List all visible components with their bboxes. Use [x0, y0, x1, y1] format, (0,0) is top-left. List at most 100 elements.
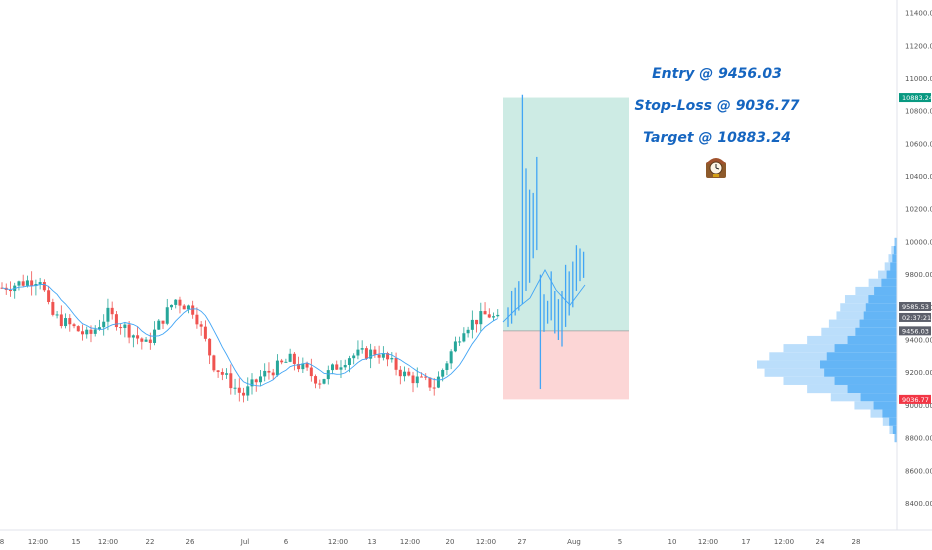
candle-body [76, 326, 80, 332]
x-tick-label: 27 [518, 538, 527, 546]
candle-body [119, 327, 123, 329]
candle-body [38, 282, 42, 285]
candle-body [59, 314, 63, 327]
y-tick-label: 10200.00 [905, 206, 932, 214]
x-tick-label: 15 [72, 538, 81, 546]
candle-body [30, 280, 34, 287]
price-tag [899, 394, 931, 404]
profile-bar-core [895, 237, 897, 247]
candle-body [369, 349, 373, 359]
candle-body [25, 280, 29, 286]
candle-body [165, 307, 169, 324]
candle-body [373, 349, 377, 355]
y-tick-label: 11200.00 [905, 42, 932, 50]
candle-body [242, 392, 246, 396]
candle-body [343, 365, 347, 368]
profile-bar-core [863, 311, 897, 320]
y-tick-label: 9400.00 [905, 337, 932, 345]
candle-body [186, 305, 190, 310]
y-tick-label: 10000.00 [905, 238, 932, 246]
candle-body [271, 372, 275, 376]
price-axis: 11400.00 11200.00 11000.00 10800.00 10600.00… [896, 0, 932, 530]
candle-body [470, 319, 474, 330]
x-tick-label: 12:00 [400, 538, 420, 546]
profile-bar-core [886, 270, 897, 279]
candle-body [233, 387, 237, 389]
y-tick-label: 8400.00 [905, 500, 932, 508]
candle-body [458, 341, 462, 343]
profile-bar-core [893, 246, 897, 255]
candle-body [106, 307, 110, 322]
candle-body [157, 320, 161, 330]
candle-body [386, 353, 390, 360]
candle-body [364, 348, 368, 359]
candle-body [68, 318, 72, 325]
candle-body [85, 329, 89, 335]
x-tick-label: 12:00 [698, 538, 718, 546]
candle-body [487, 314, 491, 318]
profile-bar-core [874, 286, 897, 296]
candle-body [21, 281, 25, 286]
candle-body [424, 376, 428, 378]
candle-body [347, 358, 351, 366]
candle-body [331, 364, 335, 371]
candle-body [432, 387, 436, 389]
target-annotation: Target @ 10883.24 [643, 130, 791, 146]
profile-bar-core [892, 254, 897, 263]
price-tag-label: 10883.24 [902, 94, 932, 102]
candle-body [72, 324, 76, 327]
candle-body [288, 353, 292, 362]
trade-annotations: Entry @ 9456.03 Stop-Loss @ 9036.77 Targ… [635, 66, 800, 146]
candle-body [339, 367, 343, 370]
candle-body [89, 329, 93, 334]
candle-body [174, 299, 178, 305]
forecast-average [502, 269, 586, 323]
x-tick-label: 12:00 [98, 538, 118, 546]
moving-average-line [1, 283, 499, 387]
price-tag-label: 02:37:21 [902, 314, 931, 322]
price-tag [899, 312, 931, 322]
candle-body [131, 335, 135, 338]
candle-body [140, 338, 144, 342]
candlesticks [0, 271, 500, 403]
profile-bar-core [847, 335, 897, 345]
candle-body [110, 307, 114, 315]
entry-annotation: Entry @ 9456.03 [652, 66, 782, 82]
candle-body [225, 373, 229, 375]
candle-body [144, 339, 148, 342]
candle-body [441, 369, 445, 377]
candle-body [297, 363, 301, 370]
profile-bar-core [855, 327, 897, 336]
candle-body [42, 282, 46, 291]
candle-body [246, 386, 250, 396]
candle-body [322, 379, 326, 384]
candle-body [250, 379, 254, 387]
profile-bar-core [881, 278, 897, 287]
candle-body [394, 358, 398, 370]
x-tick-label: 20 [446, 538, 455, 546]
y-tick-label: 8800.00 [905, 435, 932, 443]
candle-body [34, 284, 38, 287]
x-tick-label: 5 [618, 538, 622, 546]
x-tick-label: 8 [0, 538, 4, 546]
candle-body [17, 281, 21, 286]
y-tick-label: 8600.00 [905, 467, 932, 475]
candle-body [55, 314, 59, 316]
x-tick-label: Aug [567, 538, 581, 546]
candle-body [195, 314, 199, 325]
candle-body [445, 363, 449, 370]
candle-body [182, 305, 186, 310]
candle-body [492, 316, 496, 318]
candle-body [97, 327, 101, 330]
candle-body [191, 305, 195, 315]
profile-bar-core [895, 434, 897, 443]
candle-body [415, 376, 419, 384]
candle-body [275, 360, 279, 376]
moving-average [1, 283, 499, 387]
candle-body [161, 320, 165, 324]
price-tag-label: 9456.03 [902, 327, 929, 335]
candle-body [453, 341, 457, 352]
profile-bar-core [868, 295, 897, 304]
profile-bar-core [826, 352, 897, 361]
